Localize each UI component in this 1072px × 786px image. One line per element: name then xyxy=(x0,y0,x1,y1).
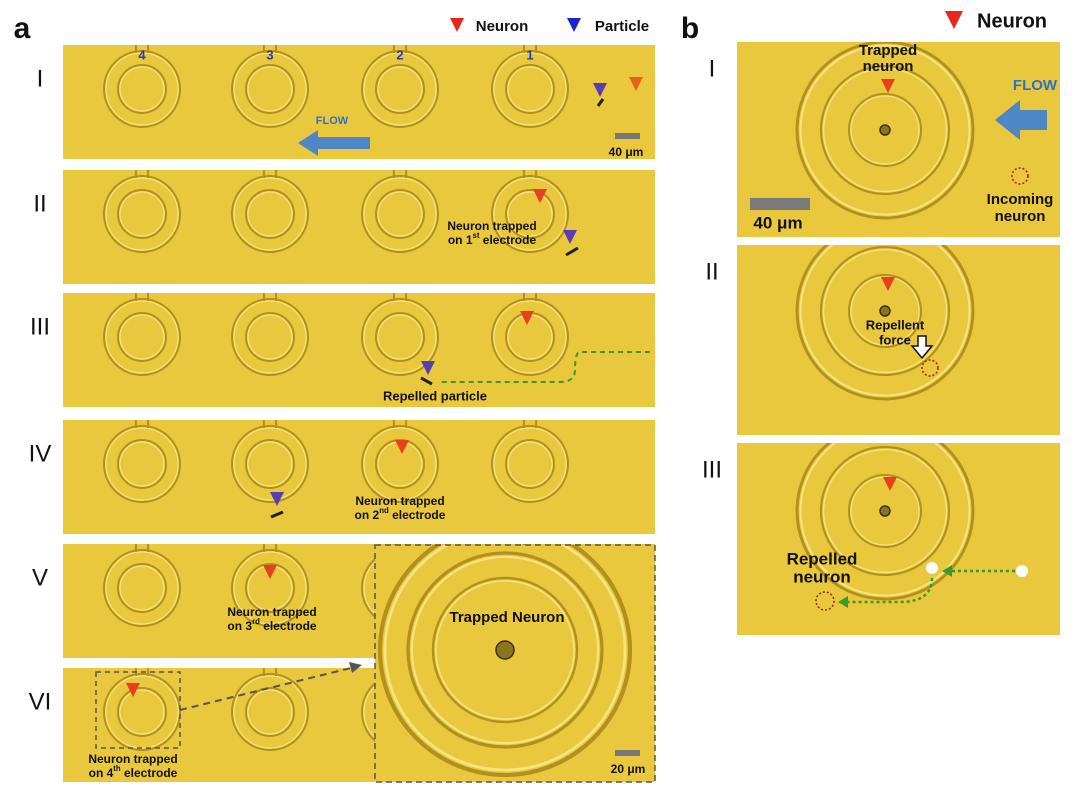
note: Repelled particle xyxy=(383,388,487,403)
note-line: on 3rd electrode xyxy=(227,617,317,633)
row-label: I xyxy=(709,55,716,82)
note-part: electrode xyxy=(389,508,446,522)
electrode-number: 3 xyxy=(266,47,273,62)
micrograph xyxy=(63,170,655,284)
row-label: III xyxy=(702,456,722,483)
note-line: Repelled xyxy=(787,549,858,568)
legend-entry: Particle xyxy=(595,18,649,35)
marker-triangle xyxy=(945,11,963,29)
note-part: on 3 xyxy=(227,619,252,633)
row-label: VI xyxy=(29,688,52,715)
micrograph-bg xyxy=(737,443,1060,635)
note-part: on 2 xyxy=(355,508,380,522)
row-label: III xyxy=(30,313,50,340)
note-line: Repellent xyxy=(866,317,925,332)
note-part: on 1 xyxy=(448,233,473,247)
micrograph xyxy=(63,293,655,407)
position-dot xyxy=(926,562,938,574)
micrograph xyxy=(375,525,655,782)
note-line: neuron xyxy=(995,208,1046,225)
cell xyxy=(880,125,890,135)
scale-label: 40 μm xyxy=(609,145,644,159)
row-label: I xyxy=(37,65,44,92)
electrode-number: 2 xyxy=(396,47,403,62)
marker-triangle xyxy=(567,18,581,32)
note-line: neuron xyxy=(863,58,914,75)
marker-triangle xyxy=(450,18,464,32)
electrode-number: 1 xyxy=(526,47,533,62)
scale-label: 20 μm xyxy=(611,762,646,776)
cell xyxy=(880,306,890,316)
legend-entry: Neuron xyxy=(977,10,1047,32)
note-part: electrode xyxy=(121,766,178,780)
scale-bar xyxy=(750,198,810,210)
note-line: Neuron trapped xyxy=(447,219,536,233)
row-label: II xyxy=(705,258,718,285)
row-label: IV xyxy=(29,440,52,467)
inset-title: Trapped Neuron xyxy=(449,609,564,626)
cell xyxy=(880,506,890,516)
superscript: nd xyxy=(379,506,389,515)
panel-label: a xyxy=(14,12,31,45)
panel-label: b xyxy=(681,12,699,45)
flow-label: FLOW xyxy=(316,115,349,127)
note-line: Neuron trapped xyxy=(88,752,177,766)
note-line: on 2nd electrode xyxy=(355,506,446,522)
flow-label: FLOW xyxy=(1013,77,1058,94)
note-line: on 4th electrode xyxy=(89,764,178,780)
scale-label: 40 μm xyxy=(753,213,802,232)
note-line: on 1st electrode xyxy=(448,231,537,247)
scale-bar xyxy=(615,750,640,756)
row-label: V xyxy=(32,564,48,591)
note-line: Neuron trapped xyxy=(355,494,444,508)
note-line: neuron xyxy=(793,567,851,586)
figure: aNeuronParticleIIIIIIIVVVI4321FLOW40 μmN… xyxy=(0,0,1072,786)
scale-bar xyxy=(615,133,640,139)
note-part: on 4 xyxy=(89,766,114,780)
row-label: II xyxy=(33,190,46,217)
note-part: electrode xyxy=(260,619,317,633)
note-line: Trapped xyxy=(859,42,917,59)
note-line: Incoming xyxy=(987,191,1054,208)
electrode-number: 4 xyxy=(138,47,146,62)
note-line: force xyxy=(879,332,911,347)
note-part: electrode xyxy=(479,233,536,247)
cell xyxy=(496,641,514,659)
position-dot xyxy=(1016,565,1028,577)
note-line: Neuron trapped xyxy=(227,605,316,619)
legend-entry: Neuron xyxy=(476,18,529,35)
micrograph xyxy=(737,423,1060,635)
